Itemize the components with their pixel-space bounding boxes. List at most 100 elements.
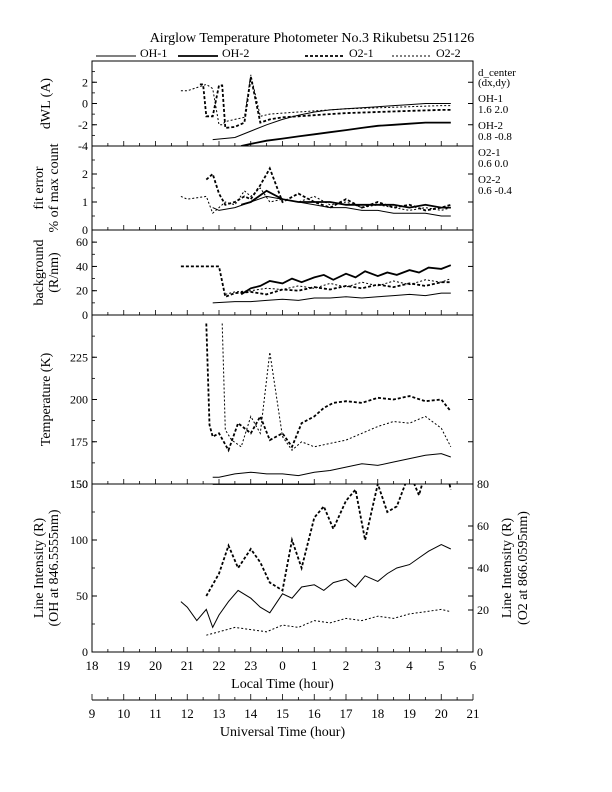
y-tick-label: 200 [70, 393, 88, 407]
y-tick-label: 50 [76, 589, 88, 603]
series-fit_error-o2-2 [180, 187, 451, 215]
series-background-oh-2 [240, 264, 452, 296]
y-tick-label: -2 [78, 118, 88, 132]
y-tick-label: 0 [82, 97, 88, 111]
y-tick-label: 150 [70, 477, 88, 491]
x-local-tick-label: 1 [311, 658, 318, 673]
side-note-value: 0.6 -0.4 [478, 185, 512, 197]
y-axis-label: dWL (A) [39, 78, 54, 130]
series-temperature-oh-1 [212, 453, 451, 478]
y-right-tick-label: 60 [477, 519, 489, 533]
y-tick-label: -4 [78, 139, 88, 153]
y-axis-label: background [32, 239, 47, 305]
side-note-name: OH-2 [478, 120, 503, 132]
panel-frame [91, 60, 474, 147]
side-note-value: 1.6 2.0 [478, 104, 509, 116]
x-ut-tick-label: 10 [117, 706, 130, 721]
y-right-tick-label: 0 [477, 645, 483, 659]
series-dwl-o2-2 [180, 74, 451, 126]
x-ut-tick-label: 11 [149, 706, 162, 721]
panel-frame [91, 483, 474, 653]
y-right-axis-label: Line Intensity (R) [500, 518, 515, 619]
side-note-name: O2-2 [478, 174, 501, 186]
x-local-tick-label: 3 [375, 658, 382, 673]
chart-title: Airglow Temperature Photometer No.3 Riku… [150, 31, 475, 46]
x-ut-tick-label: 16 [308, 706, 322, 721]
y-tick-label: 0 [82, 308, 88, 322]
x-ut-tick-label: 15 [276, 706, 289, 721]
side-note-header: (dx,dy) [478, 77, 510, 89]
x-ut-tick-label: 9 [89, 706, 96, 721]
series-intensity-o2-2 [206, 608, 451, 636]
x-local-tick-label: 20 [149, 658, 162, 673]
x-local-tick-label: 21 [181, 658, 194, 673]
x-ut-tick-label: 18 [371, 706, 384, 721]
x-local-tick-label: 5 [438, 658, 445, 673]
x-local-axis-label: Local Time (hour) [231, 677, 334, 692]
y-tick-label: 2 [82, 167, 88, 181]
x-ut-axis-label: Universal Time (hour) [220, 725, 346, 740]
x-local-tick-label: 6 [470, 658, 477, 673]
y-tick-label: 40 [76, 259, 88, 273]
y-tick-label: 225 [70, 350, 88, 364]
side-note-name: OH-1 [478, 93, 503, 105]
series-dwl-o2-1 [199, 76, 451, 129]
side-note-value: 0.8 -0.8 [478, 131, 512, 143]
side-note-header: d_center [478, 67, 516, 79]
legend-label-o2-2: O2-2 [436, 46, 461, 60]
y-axis-label: (R/nm) [47, 252, 62, 293]
series-background-oh-1 [212, 292, 451, 304]
y-axis-label: Temperature (K) [39, 352, 54, 446]
y-right-tick-label: 20 [477, 603, 489, 617]
y-tick-label: 60 [76, 235, 88, 249]
x-local-tick-label: 18 [86, 658, 99, 673]
y-tick-label: 0 [82, 223, 88, 237]
panel-frame [91, 145, 474, 231]
y-tick-label: 0 [82, 645, 88, 659]
series-temperature-o2-2 [221, 323, 452, 451]
panel-temperature: 150 175 200 225 Temperature (K) [39, 314, 474, 491]
series-dwl-oh-2 [241, 121, 451, 146]
legend-label-oh-1: OH-1 [140, 46, 167, 60]
y-tick-label: 1 [82, 195, 88, 209]
panel-dwl: -4 -2 0 2 dWL (A) [39, 60, 474, 153]
y-right-tick-label: 80 [477, 477, 489, 491]
y-tick-label: 150 [70, 477, 88, 491]
series-temperature-o2-1 [205, 323, 452, 453]
y-tick-label: 175 [70, 435, 88, 449]
y-axis-label: (OH at 846.5555nm) [47, 509, 62, 626]
y-tick-label: 20 [76, 284, 88, 298]
side-note-value: 0.6 0.0 [478, 158, 509, 170]
panel-fit_error: 0 1 2 fit error% of max count [32, 143, 474, 237]
panel-background: 0 20 40 60 background (R/nm) [32, 229, 474, 322]
x-local-tick-label: 23 [244, 658, 257, 673]
x-ut-tick-label: 14 [244, 706, 258, 721]
panel-frame [91, 314, 474, 485]
x-local-tick-label: 0 [279, 658, 286, 673]
x-ut-tick-label: 12 [181, 706, 194, 721]
y-axis-label: Line Intensity (R) [32, 518, 47, 619]
x-ut-tick-label: 20 [435, 706, 448, 721]
side-note-name: O2-1 [478, 147, 501, 159]
side-notes: d_center(dx,dy) OH-11.6 2.0 OH-20.8 -0.8 O2… [478, 67, 516, 197]
y-tick-label: 2 [82, 75, 88, 89]
y-axis-label: fit error [32, 166, 47, 209]
x-ut-tick-label: 21 [467, 706, 480, 721]
x-local-tick-label: 2 [343, 658, 350, 673]
x-ut-tick-label: 13 [213, 706, 226, 721]
series-intensity-o2-1 [205, 484, 452, 597]
x-local-tick-label: 19 [117, 658, 130, 673]
y-right-axis-label: (O2 at 866.0595nm) [516, 511, 531, 625]
series-intensity-oh-1 [180, 543, 452, 629]
y-axis-label: % of max count [47, 143, 62, 232]
x-local-tick-label: 4 [406, 658, 413, 673]
legend-label-o2-1: O2-1 [349, 46, 374, 60]
x-ut-tick-label: 19 [403, 706, 416, 721]
series-dwl-oh-1 [212, 103, 451, 141]
series-background-o2-1 [180, 265, 451, 299]
y-right-tick-label: 40 [477, 561, 489, 575]
y-tick-label: 100 [70, 533, 88, 547]
